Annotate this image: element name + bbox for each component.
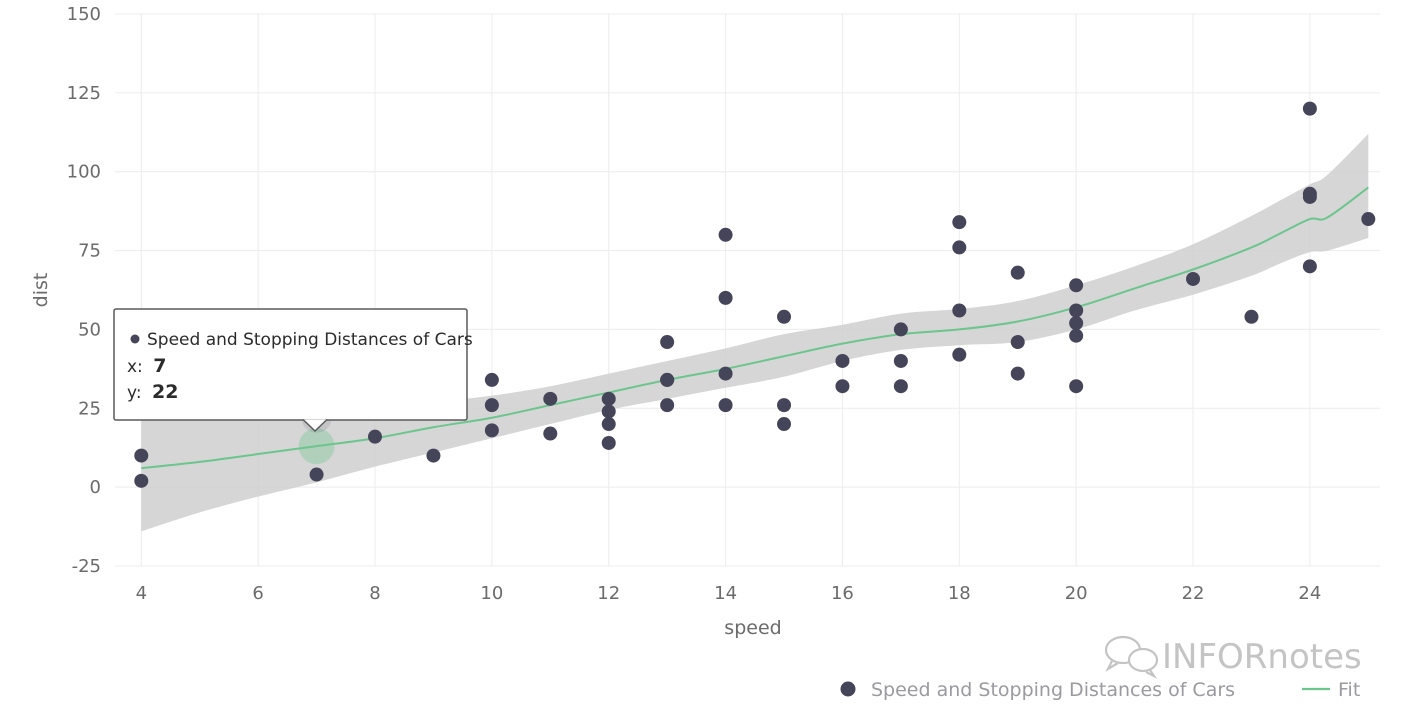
tooltip-pointer — [302, 418, 328, 433]
scatter-point[interactable] — [835, 379, 850, 394]
scatter-point[interactable] — [601, 435, 616, 450]
x-tick-label: 12 — [597, 583, 620, 604]
scatter-point[interactable] — [777, 417, 792, 432]
scatter-point[interactable] — [718, 290, 733, 305]
scatter-point[interactable] — [1069, 316, 1084, 331]
scatter-point[interactable] — [1010, 366, 1025, 381]
scatter-point[interactable] — [134, 473, 149, 488]
x-tick-label: 16 — [831, 583, 854, 604]
scatter-point[interactable] — [601, 404, 616, 419]
scatter-point[interactable] — [952, 303, 967, 318]
confidence-band — [141, 133, 1369, 532]
highlight-fit-marker — [298, 428, 335, 465]
scatter-point[interactable] — [893, 379, 908, 394]
scatter-point[interactable] — [777, 309, 792, 324]
scatter-point[interactable] — [1069, 278, 1084, 293]
scatter-point[interactable] — [893, 322, 908, 337]
scatter-point[interactable] — [1010, 335, 1025, 350]
scatter-point[interactable] — [1186, 271, 1201, 286]
y-tick-label: 125 — [67, 83, 101, 104]
y-tick-label: 150 — [67, 4, 101, 25]
scatter-point[interactable] — [484, 398, 499, 413]
tooltip-x-value: 7 — [153, 355, 166, 377]
scatter-point[interactable] — [368, 429, 383, 444]
scatter-point[interactable] — [835, 353, 850, 368]
legend-scatter-marker-icon — [840, 681, 856, 697]
wechat-icon — [1104, 635, 1159, 679]
fit-confidence-band — [141, 133, 1369, 532]
tooltip-x-row: x: 7 — [127, 355, 166, 377]
scatter-point[interactable] — [601, 391, 616, 406]
scatter-point[interactable] — [309, 467, 324, 482]
x-axis-ticks: 4 6 8 10 12 14 16 18 20 22 24 — [136, 583, 1322, 604]
scatter-point[interactable] — [601, 417, 616, 432]
y-tick-label: 75 — [78, 241, 101, 262]
scatter-points — [134, 101, 1376, 488]
y-axis-ticks: -25 0 25 50 75 100 125 150 — [67, 4, 101, 577]
tooltip-box — [113, 308, 468, 421]
scatter-point[interactable] — [660, 372, 675, 387]
y-tick-label: -25 — [72, 556, 101, 577]
scatter-point[interactable] — [484, 372, 499, 387]
scatter-point[interactable] — [1244, 309, 1259, 324]
scatter-point[interactable] — [893, 353, 908, 368]
x-tick-label: 6 — [252, 583, 263, 604]
scatter-point[interactable] — [777, 398, 792, 413]
scatter-point[interactable] — [660, 398, 675, 413]
tooltip-series-label: Speed and Stopping Distances of Cars — [147, 330, 473, 350]
x-tick-label: 14 — [714, 583, 737, 604]
scatter-point[interactable] — [1302, 259, 1317, 274]
x-axis-title: speed — [724, 617, 781, 639]
tooltip-y-row: y: 22 — [127, 381, 178, 403]
scatter-point[interactable] — [1302, 186, 1317, 201]
watermark-text: INFORnotes — [1162, 637, 1362, 677]
tooltip-marker-icon — [130, 334, 140, 344]
x-tick-label: 8 — [369, 583, 380, 604]
scatter-point[interactable] — [1069, 328, 1084, 343]
scatter-point[interactable] — [543, 426, 558, 441]
scatter-point[interactable] — [1361, 212, 1376, 227]
scatter-point[interactable] — [660, 335, 675, 350]
y-tick-label: 0 — [90, 477, 101, 498]
x-tick-label: 24 — [1298, 583, 1321, 604]
tooltip-y-value: 22 — [152, 381, 178, 403]
scatter-point[interactable] — [1010, 265, 1025, 280]
scatter-point[interactable] — [1069, 379, 1084, 394]
scatter-point[interactable] — [718, 227, 733, 242]
x-tick-label: 20 — [1065, 583, 1088, 604]
y-tick-label: 50 — [78, 319, 101, 340]
scatter-point[interactable] — [134, 448, 149, 463]
scatter-point[interactable] — [718, 366, 733, 381]
x-tick-label: 4 — [136, 583, 147, 604]
x-tick-label: 18 — [948, 583, 971, 604]
hover-tooltip: Speed and Stopping Distances of Cars x: … — [113, 308, 473, 433]
tooltip-y-label: y: — [127, 383, 142, 403]
watermark: INFORnotes — [1104, 635, 1362, 679]
scatter-point[interactable] — [952, 215, 967, 230]
scatter-point[interactable] — [952, 240, 967, 255]
x-tick-label: 22 — [1182, 583, 1205, 604]
legend[interactable]: Speed and Stopping Distances of Cars Fit — [840, 679, 1361, 701]
tooltip-x-label: x: — [127, 357, 143, 377]
scatter-point[interactable] — [484, 423, 499, 438]
x-tick-label: 10 — [480, 583, 503, 604]
scatter-point[interactable] — [1302, 101, 1317, 116]
scatter-point[interactable] — [1069, 303, 1084, 318]
y-axis-title: dist — [30, 273, 52, 308]
scatter-point[interactable] — [952, 347, 967, 362]
y-tick-label: 25 — [78, 398, 101, 419]
legend-fit-label: Fit — [1338, 679, 1360, 701]
legend-item-fit[interactable]: Fit — [1302, 679, 1360, 701]
scatter-point[interactable] — [718, 398, 733, 413]
scatter-point[interactable] — [426, 448, 441, 463]
legend-scatter-label: Speed and Stopping Distances of Cars — [871, 679, 1235, 701]
scatter-point[interactable] — [543, 391, 558, 406]
y-tick-label: 100 — [67, 162, 101, 183]
legend-item-scatter[interactable]: Speed and Stopping Distances of Cars — [840, 679, 1236, 701]
